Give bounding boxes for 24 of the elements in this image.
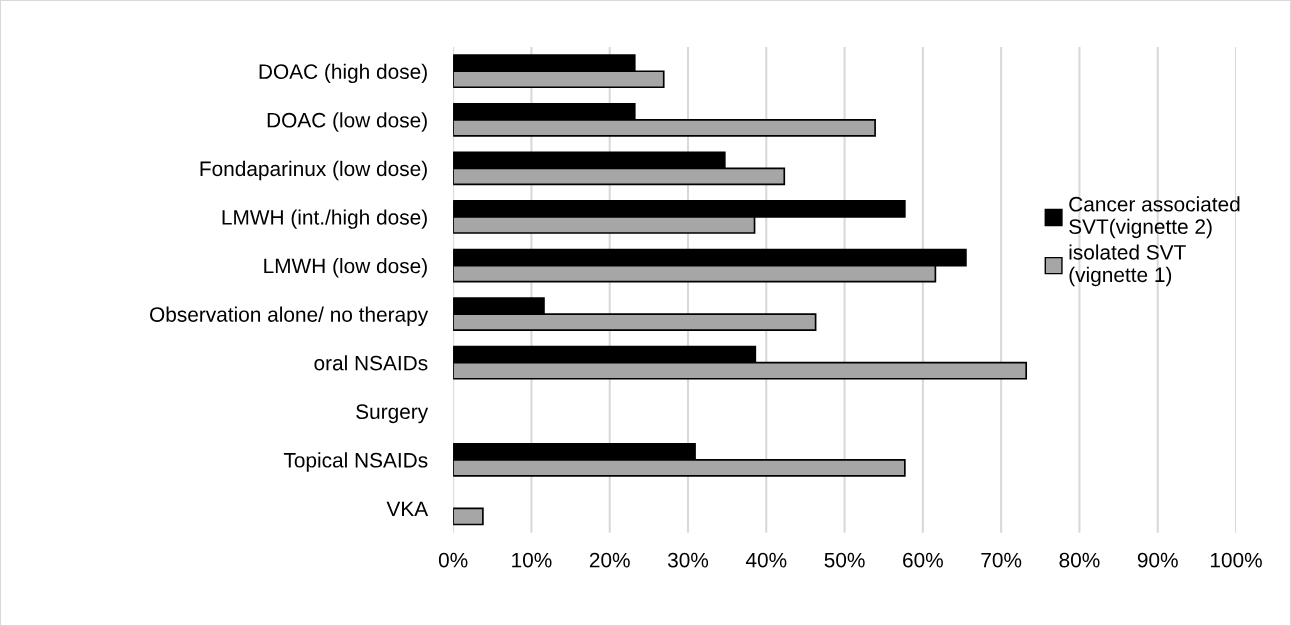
y-tick-label: Topical NSAIDs — [283, 452, 428, 472]
y-tick-label: VKA — [386, 501, 429, 516]
x-tick-label: 70% — [981, 552, 1022, 568]
y-tick-label: LMWH (low dose) — [264, 258, 427, 278]
y-tick-label: DOAC (high dose) — [259, 63, 427, 84]
x-tick-label: 100% — [1210, 552, 1262, 568]
x-tick-label: 10% — [512, 552, 552, 568]
y-tick-label: DOAC (low dose) — [267, 112, 427, 132]
y-tick-label: Surgery — [356, 404, 429, 424]
bar — [453, 507, 484, 526]
x-tick-label: 40% — [745, 552, 787, 568]
x-tick-label: 30% — [667, 552, 709, 568]
x-tick-label: 50% — [824, 552, 865, 568]
x-tick-label: 60% — [903, 552, 943, 568]
y-tick-label: Fondaparinux (low dose) — [200, 160, 427, 181]
y-tick-label: Observation alone/ no therapy — [150, 306, 429, 326]
legend-label: Cancer associated SVT(vignette 2) — [1069, 196, 1240, 239]
legend-label: isolated SVT (vignette 1) — [1069, 244, 1186, 287]
x-tick-label: 80% — [1059, 552, 1100, 568]
x-tick-label: 20% — [589, 552, 630, 568]
x-tick-label: 0% — [438, 552, 468, 568]
y-tick-label: oral NSAIDs — [314, 355, 428, 371]
x-tick-label: 90% — [1137, 552, 1178, 568]
y-tick-label: LMWH (int./high dose) — [222, 209, 427, 229]
